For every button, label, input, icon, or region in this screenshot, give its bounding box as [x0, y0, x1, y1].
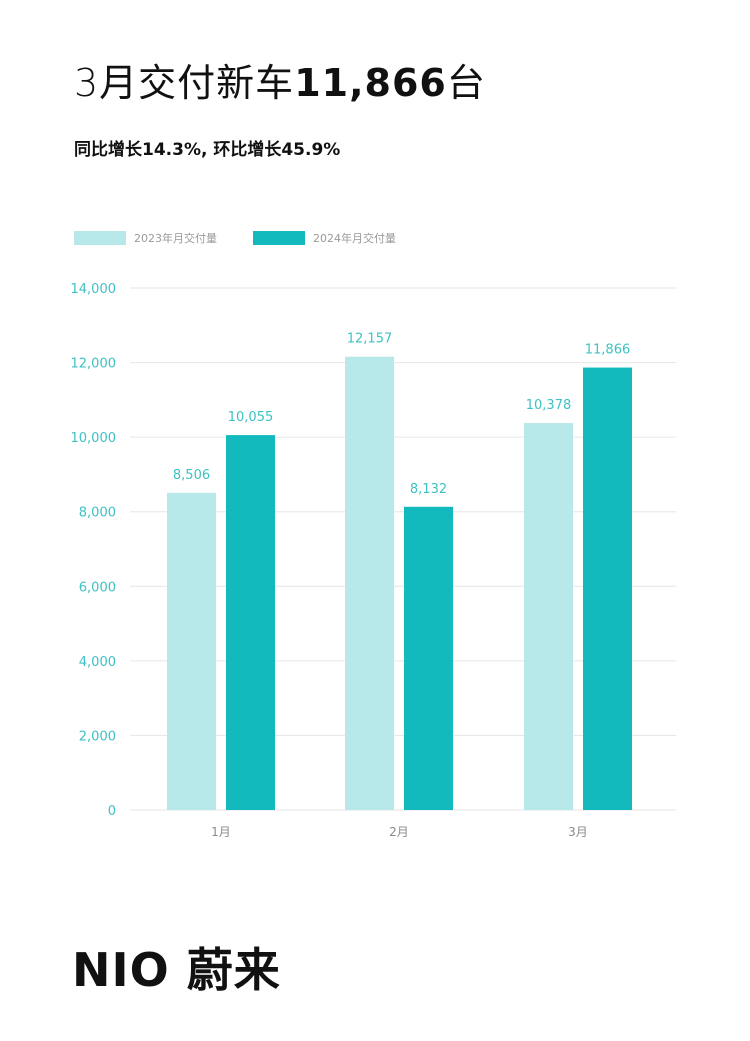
data-label: 11,866	[585, 343, 631, 358]
y-tick-label: 0	[108, 804, 116, 819]
legend-swatch-2024	[253, 231, 305, 245]
y-tick-label: 10,000	[71, 431, 117, 446]
y-tick-label: 4,000	[79, 655, 116, 670]
bar-2023	[167, 492, 216, 810]
legend-item-2024: 2024年月交付量	[253, 230, 396, 246]
brand-logo: NIO 蔚来	[72, 943, 281, 997]
chart-legend: 2023年月交付量 2024年月交付量	[74, 230, 432, 246]
subheadline: 同比增长14.3%, 环比增长45.9%	[74, 140, 341, 160]
bar-2023	[524, 423, 573, 810]
legend-item-2023: 2023年月交付量	[74, 230, 217, 246]
y-tick-label: 14,000	[71, 282, 117, 297]
data-label: 10,378	[526, 398, 572, 413]
legend-swatch-2023	[74, 231, 126, 245]
data-label: 8,132	[410, 482, 447, 497]
y-tick-label: 12,000	[71, 357, 117, 372]
data-label: 8,506	[173, 468, 210, 483]
bar-2024	[226, 435, 275, 810]
bar-2023	[345, 356, 394, 810]
y-tick-label: 8,000	[79, 506, 116, 521]
headline-number: 11,866	[294, 61, 447, 105]
bar-2024	[404, 506, 453, 810]
x-tick-label: 1月	[211, 825, 231, 839]
x-tick-label: 2月	[389, 825, 409, 839]
y-tick-label: 2,000	[79, 729, 116, 744]
legend-label-2024: 2024年月交付量	[313, 232, 396, 245]
headline: 3月交付新车11,866台	[74, 58, 486, 108]
data-label: 12,157	[347, 332, 393, 347]
bar-2024	[583, 367, 632, 810]
y-tick-label: 6,000	[79, 580, 116, 595]
headline-prefix: 3月交付新车	[74, 61, 295, 105]
x-tick-label: 3月	[568, 825, 588, 839]
legend-label-2023: 2023年月交付量	[134, 232, 217, 245]
headline-suffix: 台	[446, 61, 486, 105]
data-label: 10,055	[228, 410, 274, 425]
